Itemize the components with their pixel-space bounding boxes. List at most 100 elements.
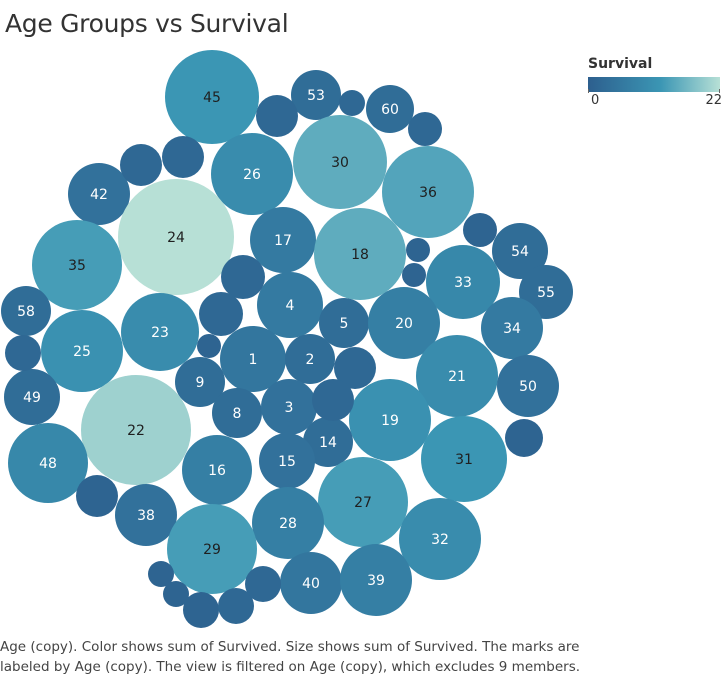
- bubble-circle[interactable]: [183, 592, 219, 628]
- bubble-circle[interactable]: [319, 298, 369, 348]
- bubble-age-8[interactable]: 8: [212, 388, 262, 438]
- bubble-circle[interactable]: [259, 433, 315, 489]
- bubble-age-35[interactable]: 35: [32, 220, 122, 310]
- bubble-circle[interactable]: [408, 112, 442, 146]
- bubble-age-32[interactable]: 32: [399, 498, 481, 580]
- bubble-age-31[interactable]: 31: [421, 416, 507, 502]
- bubble-circle[interactable]: [314, 208, 406, 300]
- bubble-age-17[interactable]: 17: [250, 207, 316, 273]
- bubble-age-38[interactable]: 38: [115, 484, 177, 546]
- bubble-circle[interactable]: [497, 355, 559, 417]
- bubble-circle[interactable]: [148, 561, 174, 587]
- bubble-unlabeled[interactable]: [505, 419, 543, 457]
- bubble-circle[interactable]: [41, 310, 123, 392]
- bubble-age-40[interactable]: 40: [280, 552, 342, 614]
- bubble-circle[interactable]: [340, 544, 412, 616]
- bubble-circle[interactable]: [211, 133, 293, 215]
- bubble-circle[interactable]: [366, 85, 414, 133]
- bubble-circle[interactable]: [285, 334, 335, 384]
- bubble-age-29[interactable]: 29: [167, 504, 257, 594]
- bubble-circle[interactable]: [250, 207, 316, 273]
- bubble-age-21[interactable]: 21: [416, 335, 498, 417]
- bubble-unlabeled[interactable]: [76, 475, 118, 517]
- bubble-circle[interactable]: [81, 375, 191, 485]
- bubble-age-1[interactable]: 1: [220, 326, 286, 392]
- bubble-unlabeled[interactable]: [334, 347, 376, 389]
- bubble-circle[interactable]: [312, 379, 354, 421]
- bubble-unlabeled[interactable]: [463, 213, 497, 247]
- bubble-unlabeled[interactable]: [162, 136, 204, 178]
- bubble-age-53[interactable]: 53: [291, 70, 341, 120]
- bubble-unlabeled[interactable]: [339, 90, 365, 116]
- bubble-age-27[interactable]: 27: [318, 457, 408, 547]
- bubble-unlabeled[interactable]: [256, 95, 298, 137]
- bubble-circle[interactable]: [368, 287, 440, 359]
- bubble-circle[interactable]: [162, 136, 204, 178]
- bubble-age-50[interactable]: 50: [497, 355, 559, 417]
- bubble-age-28[interactable]: 28: [252, 487, 324, 559]
- bubble-age-4[interactable]: 4: [257, 272, 323, 338]
- bubble-circle[interactable]: [256, 95, 298, 137]
- bubble-circle[interactable]: [32, 220, 122, 310]
- bubble-circle[interactable]: [257, 272, 323, 338]
- bubble-age-42[interactable]: 42: [68, 163, 130, 225]
- bubble-circle[interactable]: [197, 334, 221, 358]
- bubble-age-33[interactable]: 33: [426, 245, 500, 319]
- bubble-circle[interactable]: [318, 457, 408, 547]
- bubble-age-49[interactable]: 49: [4, 369, 60, 425]
- bubble-age-24[interactable]: 24: [118, 179, 234, 295]
- bubble-age-9[interactable]: 9: [175, 357, 225, 407]
- bubble-circle[interactable]: [421, 416, 507, 502]
- bubble-unlabeled[interactable]: [199, 292, 243, 336]
- bubble-circle[interactable]: [175, 357, 225, 407]
- bubble-circle[interactable]: [382, 146, 474, 238]
- bubble-age-34[interactable]: 34: [481, 297, 543, 359]
- bubble-circle[interactable]: [167, 504, 257, 594]
- bubble-circle[interactable]: [118, 179, 234, 295]
- bubble-circle[interactable]: [252, 487, 324, 559]
- bubble-age-3[interactable]: 3: [261, 379, 317, 435]
- bubble-age-45[interactable]: 45: [165, 50, 259, 144]
- bubble-circle[interactable]: [293, 115, 387, 209]
- bubble-age-16[interactable]: 16: [182, 435, 252, 505]
- bubble-circle[interactable]: [402, 263, 426, 287]
- bubble-unlabeled[interactable]: [245, 566, 281, 602]
- bubble-circle[interactable]: [182, 435, 252, 505]
- bubble-circle[interactable]: [261, 379, 317, 435]
- bubble-circle[interactable]: [492, 223, 548, 279]
- bubble-age-36[interactable]: 36: [382, 146, 474, 238]
- bubble-unlabeled[interactable]: [218, 588, 254, 624]
- bubble-age-19[interactable]: 19: [349, 379, 431, 461]
- bubble-circle[interactable]: [76, 475, 118, 517]
- bubble-unlabeled[interactable]: [5, 335, 41, 371]
- bubble-circle[interactable]: [5, 335, 41, 371]
- bubble-circle[interactable]: [406, 238, 430, 262]
- bubble-circle[interactable]: [291, 70, 341, 120]
- bubble-circle[interactable]: [163, 581, 189, 607]
- bubble-circle[interactable]: [220, 326, 286, 392]
- bubble-unlabeled[interactable]: [408, 112, 442, 146]
- bubble-circle[interactable]: [399, 498, 481, 580]
- bubble-age-58[interactable]: 58: [1, 286, 51, 336]
- bubble-unlabeled[interactable]: [312, 379, 354, 421]
- bubble-unlabeled[interactable]: [197, 334, 221, 358]
- bubble-circle[interactable]: [1, 286, 51, 336]
- bubble-circle[interactable]: [221, 255, 265, 299]
- bubble-circle[interactable]: [4, 369, 60, 425]
- bubble-circle[interactable]: [416, 335, 498, 417]
- bubble-circle[interactable]: [121, 293, 199, 371]
- bubble-unlabeled[interactable]: [183, 592, 219, 628]
- bubble-circle[interactable]: [68, 163, 130, 225]
- bubble-circle[interactable]: [339, 90, 365, 116]
- bubble-age-30[interactable]: 30: [293, 115, 387, 209]
- bubble-circle[interactable]: [505, 419, 543, 457]
- bubble-age-54[interactable]: 54: [492, 223, 548, 279]
- bubble-circle[interactable]: [334, 347, 376, 389]
- bubble-age-5[interactable]: 5: [319, 298, 369, 348]
- bubble-unlabeled[interactable]: [402, 263, 426, 287]
- bubble-age-18[interactable]: 18: [314, 208, 406, 300]
- bubble-circle[interactable]: [120, 144, 162, 186]
- bubble-age-22[interactable]: 22: [81, 375, 191, 485]
- bubble-unlabeled[interactable]: [120, 144, 162, 186]
- bubble-unlabeled[interactable]: [406, 238, 430, 262]
